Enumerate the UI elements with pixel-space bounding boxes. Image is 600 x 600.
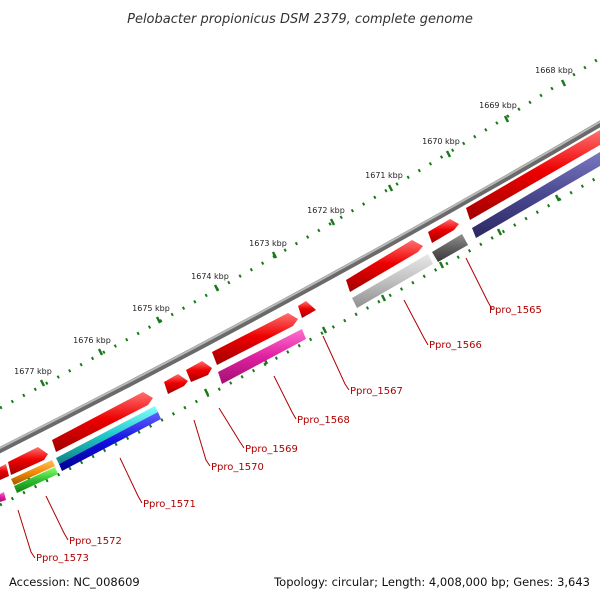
gene-label: Ppro_1570	[211, 462, 264, 473]
cog-bar	[432, 234, 468, 262]
gene-label: Ppro_1565	[489, 305, 542, 316]
accession-text: Accession: NC_008609	[9, 575, 140, 589]
cog-bar	[0, 492, 6, 502]
gene-arrow	[346, 240, 423, 292]
cog-bar	[56, 406, 158, 464]
gene-arrow	[298, 301, 316, 318]
outer-scale-dots	[0, 56, 600, 410]
gene-arrow	[212, 313, 298, 365]
genome-backbone	[0, 120, 600, 454]
gene-label: Ppro_1571	[143, 499, 196, 510]
gene-arrow	[52, 392, 153, 452]
gene-arrow	[186, 361, 212, 382]
kbp-label: 1673 kbp	[249, 239, 287, 248]
gene-label: Ppro_1572	[69, 536, 122, 547]
gene-label: Ppro_1573	[36, 553, 89, 564]
gene-track-forward	[0, 130, 600, 480]
kbp-label: 1668 kbp	[535, 66, 573, 75]
kbp-label: 1675 kbp	[132, 304, 170, 313]
gene-leader-lines	[17, 257, 493, 559]
kbp-label: 1671 kbp	[365, 171, 403, 180]
gene-labels: Ppro_1565 Ppro_1566 Ppro_1567 Ppro_1568 …	[36, 305, 542, 564]
gene-arrow	[164, 374, 188, 394]
outer-major-ticks	[39, 79, 567, 387]
kbp-label: 1669 kbp	[479, 101, 517, 110]
gene-arrow	[428, 219, 459, 243]
gene-track-cog	[0, 152, 600, 502]
kbp-label: 1674 kbp	[191, 272, 229, 281]
cog-bar	[59, 412, 161, 471]
gene-label: Ppro_1567	[350, 386, 403, 397]
kbp-label: 1670 kbp	[422, 137, 460, 146]
cog-bar	[352, 254, 433, 308]
cog-bar	[218, 329, 306, 384]
kbp-scale-labels: 1668 kbp 1669 kbp 1670 kbp 1671 kbp 1672…	[14, 66, 573, 376]
map-title: Pelobacter propionicus DSM 2379, complet…	[127, 12, 473, 27]
gene-arrow	[8, 447, 48, 475]
kbp-label: 1672 kbp	[307, 206, 345, 215]
cog-bar	[14, 467, 58, 493]
gene-label: Ppro_1566	[429, 340, 482, 351]
inner-scale-dots	[0, 174, 600, 507]
kbp-label: 1676 kbp	[73, 336, 111, 345]
gene-label: Ppro_1569	[245, 444, 298, 455]
cog-bar	[11, 460, 55, 485]
kbp-label: 1677 kbp	[14, 367, 52, 376]
gene-label: Ppro_1568	[297, 415, 350, 426]
gene-arrow	[0, 464, 9, 480]
genome-summary-text: Topology: circular; Length: 4,008,000 bp…	[273, 575, 590, 589]
gene-arrow	[466, 130, 600, 220]
cog-bar	[472, 152, 600, 238]
